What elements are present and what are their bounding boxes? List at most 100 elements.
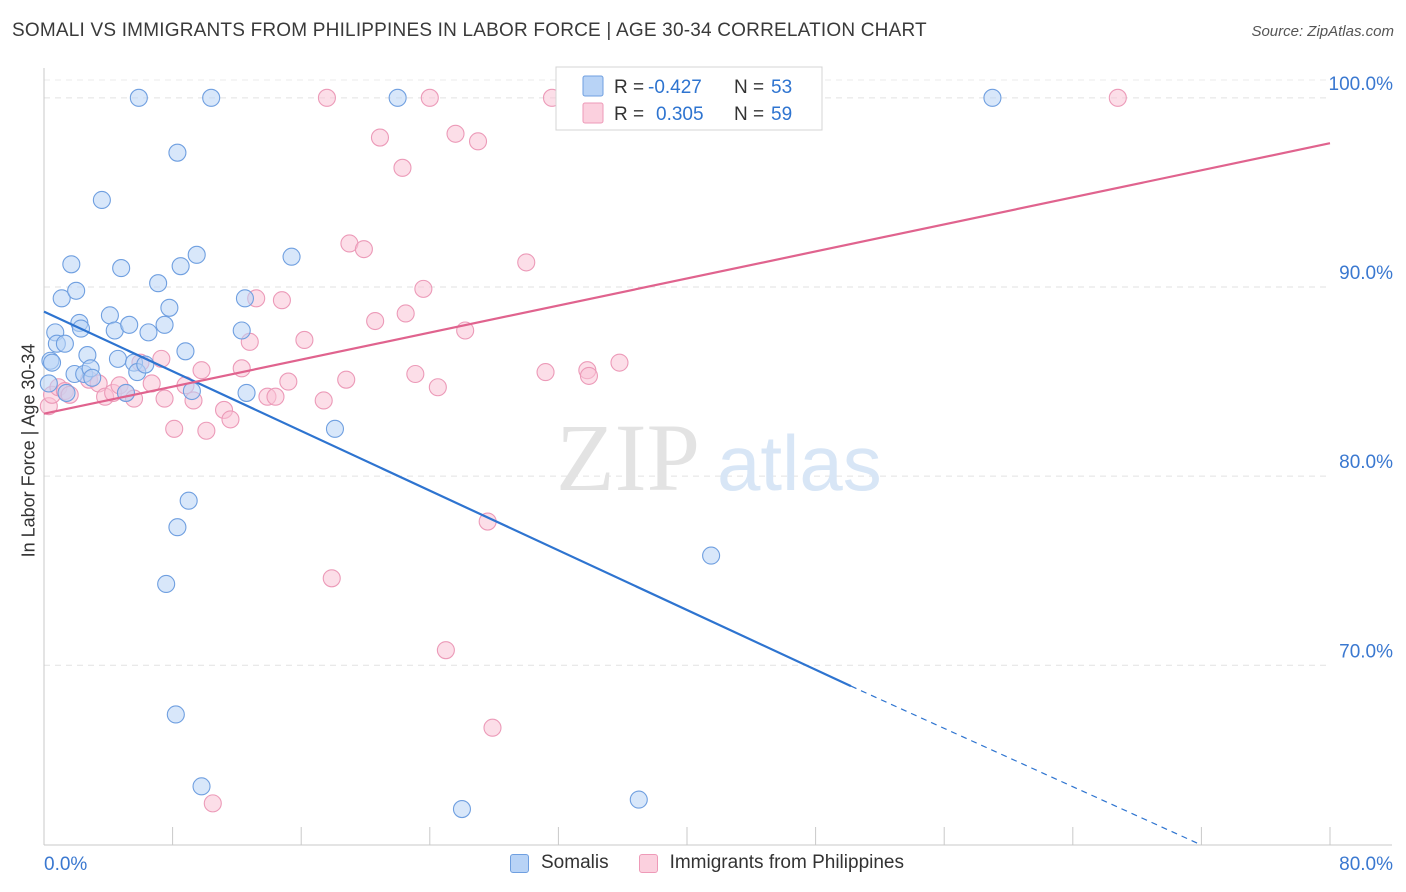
stats-n-value-1: 53 bbox=[771, 77, 792, 98]
bottom-legend: Somalis Immigrants from Philippines bbox=[510, 852, 934, 874]
tick-labels: 70.0% 80.0% 90.0% 100.0% 0.0% 80.0% bbox=[44, 74, 1393, 875]
somalis-point-40 bbox=[187, 245, 206, 264]
philippines-point-46 bbox=[446, 124, 465, 143]
somalis-point-8 bbox=[62, 255, 81, 274]
stats-n-label-2: N = bbox=[734, 104, 764, 125]
philippines-point-38 bbox=[370, 128, 390, 147]
philippines-point-36 bbox=[354, 240, 373, 259]
philippines-point-30 bbox=[295, 330, 314, 350]
stats-r-value-2: 0.305 bbox=[656, 104, 704, 125]
somalis-point-36 bbox=[171, 257, 190, 276]
somalis-point-28 bbox=[139, 323, 158, 342]
trend-line-somalis bbox=[43, 310, 852, 688]
philippines-point-37 bbox=[366, 311, 385, 331]
philippines-point-29 bbox=[279, 372, 298, 391]
series-somalis-points bbox=[39, 88, 1002, 819]
somalis-point-44 bbox=[235, 289, 254, 308]
philippines-point-50 bbox=[483, 718, 502, 737]
somalis-point-34 bbox=[168, 518, 187, 537]
philippines-point-16 bbox=[165, 419, 184, 438]
somalis-point-7 bbox=[57, 383, 76, 402]
somalis-point-52 bbox=[983, 88, 1002, 107]
legend-item-philippines[interactable]: Immigrants from Philippines bbox=[638, 852, 904, 874]
somalis-point-43 bbox=[232, 321, 251, 340]
philippines-point-22 bbox=[221, 410, 240, 429]
stats-r-value-1: -0.427 bbox=[648, 77, 702, 98]
y-tick-label-3: 100.0% bbox=[1329, 74, 1394, 95]
stats-swatch-philippines bbox=[582, 102, 604, 124]
somalis-point-42 bbox=[202, 88, 221, 107]
somalis-point-0 bbox=[39, 374, 58, 393]
somalis-point-17 bbox=[92, 190, 111, 210]
philippines-point-45 bbox=[436, 641, 455, 660]
philippines-point-42 bbox=[414, 279, 433, 298]
somalis-point-21 bbox=[112, 259, 131, 278]
somalis-point-2 bbox=[42, 353, 62, 372]
legend-swatch-philippines bbox=[638, 853, 658, 873]
somalis-point-29 bbox=[149, 274, 168, 293]
chart-title: SOMALI VS IMMIGRANTS FROM PHILIPPINES IN… bbox=[12, 20, 927, 41]
somalis-point-22 bbox=[116, 383, 136, 402]
philippines-point-31 bbox=[314, 391, 333, 410]
philippines-point-41 bbox=[406, 364, 425, 384]
philippines-point-28 bbox=[272, 291, 291, 310]
stats-r-label-1: R = bbox=[614, 77, 644, 98]
y-tick-label-2: 90.0% bbox=[1339, 263, 1393, 284]
philippines-point-58 bbox=[203, 794, 222, 813]
y-axis-label: In Labor Force | Age 30-34 bbox=[18, 343, 39, 557]
philippines-point-33 bbox=[322, 569, 341, 588]
philippines-point-19 bbox=[192, 361, 211, 380]
somalis-point-33 bbox=[166, 705, 185, 724]
somalis-point-39 bbox=[182, 381, 201, 401]
somalis-point-48 bbox=[388, 88, 407, 107]
stats-swatch-somalis bbox=[582, 75, 604, 97]
legend-label-philippines: Immigrants from Philippines bbox=[669, 852, 904, 873]
somalis-point-18 bbox=[100, 306, 119, 325]
legend-swatch-somalis bbox=[510, 853, 529, 873]
philippines-point-43 bbox=[420, 88, 439, 107]
philippines-point-15 bbox=[155, 389, 174, 408]
somalis-point-6 bbox=[55, 334, 74, 353]
somalis-point-38 bbox=[179, 491, 198, 510]
philippines-point-39 bbox=[393, 158, 412, 177]
philippines-point-40 bbox=[396, 304, 415, 323]
y-axis-label-wrap: In Labor Force | Age 30-34 bbox=[17, 300, 41, 600]
y-tick-label-1: 80.0% bbox=[1339, 452, 1393, 473]
philippines-point-14 bbox=[152, 349, 171, 368]
somalis-point-35 bbox=[168, 143, 187, 162]
somalis-point-49 bbox=[452, 800, 472, 819]
somalis-point-10 bbox=[67, 281, 86, 300]
somalis-point-41 bbox=[192, 777, 211, 796]
somalis-point-26 bbox=[129, 88, 148, 107]
somalis-point-5 bbox=[52, 289, 71, 308]
philippines-point-56 bbox=[610, 353, 629, 372]
somalis-point-30 bbox=[155, 315, 174, 334]
stats-n-value-2: 59 bbox=[771, 104, 792, 125]
philippines-point-57 bbox=[1108, 88, 1127, 107]
philippines-point-34 bbox=[337, 370, 356, 389]
x-tick-label-0: 0.0% bbox=[44, 854, 87, 875]
somalis-point-16 bbox=[83, 368, 102, 387]
somalis-point-51 bbox=[702, 546, 721, 565]
watermark-zip: ZIP bbox=[556, 404, 700, 511]
philippines-point-44 bbox=[428, 378, 447, 397]
trend-line-somalis-extension bbox=[850, 685, 1202, 846]
philippines-point-20 bbox=[197, 421, 216, 440]
watermark-atlas: atlas bbox=[717, 419, 882, 507]
philippines-point-55 bbox=[579, 366, 598, 385]
somalis-point-45 bbox=[237, 383, 256, 402]
somalis-point-47 bbox=[325, 419, 345, 438]
source-label: Source: ZipAtlas.com bbox=[1251, 23, 1394, 40]
somalis-point-32 bbox=[160, 298, 179, 317]
trend-line-philippines bbox=[43, 142, 1331, 415]
legend-item-somalis[interactable]: Somalis bbox=[510, 852, 609, 874]
philippines-point-51 bbox=[517, 253, 536, 272]
somalis-point-31 bbox=[157, 574, 176, 594]
stats-n-label-1: N = bbox=[734, 77, 764, 98]
y-tick-label-0: 70.0% bbox=[1339, 641, 1393, 662]
somalis-point-50 bbox=[629, 790, 648, 809]
somalis-point-23 bbox=[120, 315, 139, 334]
stats-r-label-2: R = bbox=[614, 104, 644, 125]
philippines-point-27 bbox=[266, 387, 285, 406]
